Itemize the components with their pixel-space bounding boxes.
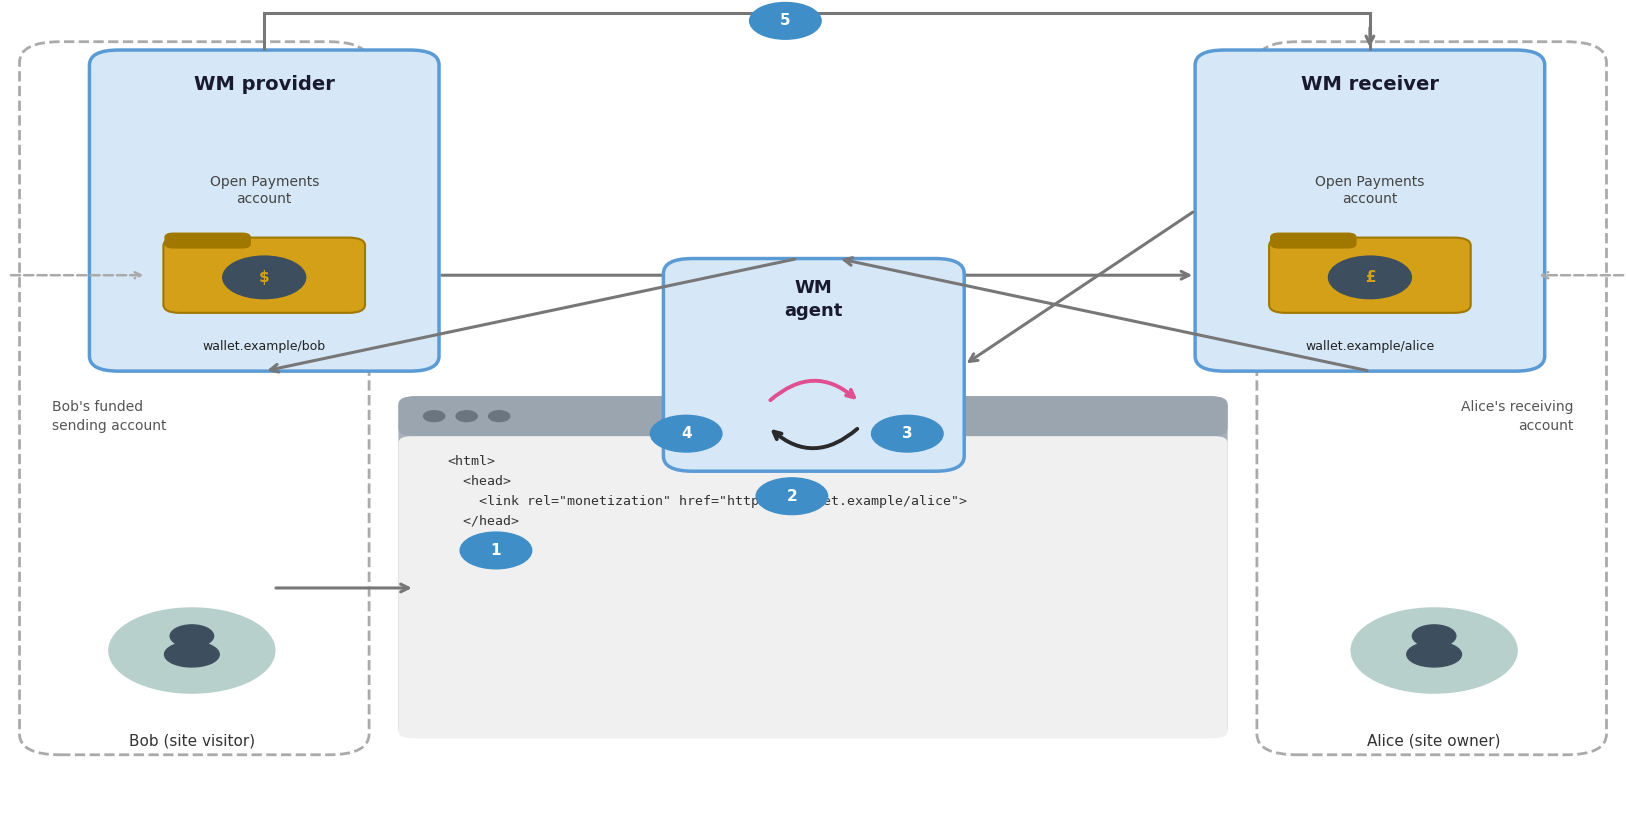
FancyBboxPatch shape	[1268, 238, 1470, 313]
Text: 4: 4	[681, 426, 691, 441]
FancyBboxPatch shape	[1270, 234, 1356, 248]
FancyArrowPatch shape	[11, 272, 141, 279]
Ellipse shape	[164, 642, 220, 667]
FancyArrowPatch shape	[774, 429, 857, 448]
Text: Open Payments
account: Open Payments account	[210, 175, 319, 207]
Text: 5: 5	[780, 13, 790, 28]
Ellipse shape	[1406, 642, 1462, 667]
FancyArrowPatch shape	[1541, 272, 1623, 279]
Text: Bob (site visitor): Bob (site visitor)	[128, 734, 255, 749]
Circle shape	[488, 411, 511, 422]
Text: Bob's funded
sending account: Bob's funded sending account	[52, 400, 166, 433]
Text: WM
agent: WM agent	[785, 279, 842, 320]
FancyArrowPatch shape	[270, 259, 795, 372]
Circle shape	[650, 415, 722, 452]
FancyArrowPatch shape	[771, 381, 854, 400]
Circle shape	[423, 411, 446, 422]
Text: £: £	[1364, 270, 1376, 285]
FancyBboxPatch shape	[398, 396, 1228, 738]
Circle shape	[460, 532, 532, 569]
Circle shape	[223, 256, 306, 299]
FancyArrowPatch shape	[1366, 28, 1374, 44]
Text: WM receiver: WM receiver	[1301, 75, 1439, 94]
FancyBboxPatch shape	[166, 234, 250, 248]
Text: 2: 2	[787, 489, 797, 504]
FancyArrowPatch shape	[844, 258, 1367, 370]
FancyBboxPatch shape	[398, 436, 1228, 738]
Text: Alice (site owner): Alice (site owner)	[1367, 734, 1501, 749]
Text: WM provider: WM provider	[193, 75, 335, 94]
FancyBboxPatch shape	[663, 259, 964, 471]
FancyArrowPatch shape	[969, 212, 1193, 361]
Circle shape	[455, 411, 478, 422]
Text: wallet.example/bob: wallet.example/bob	[203, 339, 325, 353]
FancyArrowPatch shape	[442, 271, 1189, 279]
Text: $: $	[259, 270, 270, 285]
FancyArrowPatch shape	[276, 584, 408, 592]
Text: Open Payments
account: Open Payments account	[1315, 175, 1424, 207]
FancyBboxPatch shape	[398, 396, 1228, 436]
Circle shape	[750, 3, 821, 39]
FancyBboxPatch shape	[163, 238, 364, 313]
Circle shape	[872, 415, 943, 452]
Circle shape	[171, 625, 213, 647]
FancyBboxPatch shape	[1195, 50, 1545, 371]
Circle shape	[109, 608, 275, 693]
Circle shape	[756, 478, 828, 515]
Text: 1: 1	[491, 543, 501, 558]
Text: Alice's receiving
account: Alice's receiving account	[1462, 400, 1574, 433]
Circle shape	[1328, 256, 1411, 299]
Text: wallet.example/alice: wallet.example/alice	[1306, 339, 1434, 353]
Circle shape	[1413, 625, 1455, 647]
Text: <html>
  <head>
    <link rel="monetization" href="https://wallet.example/alice": <html> <head> <link rel="monetization" h…	[447, 455, 967, 548]
FancyBboxPatch shape	[89, 50, 439, 371]
Text: 3: 3	[902, 426, 912, 441]
Circle shape	[1351, 608, 1517, 693]
